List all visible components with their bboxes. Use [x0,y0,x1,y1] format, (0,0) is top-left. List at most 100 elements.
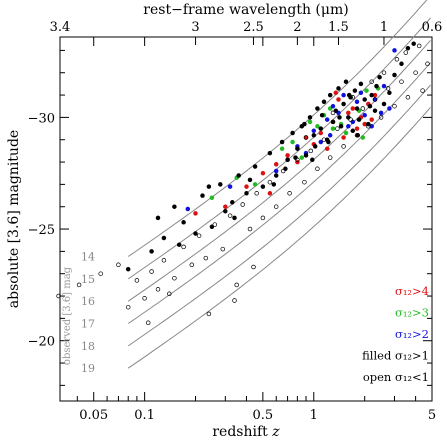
point-s4-29 [308,148,314,154]
point-s4-9 [161,258,167,263]
point-s4-16 [220,246,226,252]
point-s4-41 [385,86,391,91]
point-s3-62 [271,182,277,187]
point-s4-19 [240,202,245,207]
point-s2-7 [346,124,351,129]
data-points [56,41,430,326]
y-tick-label-0: −30 [28,111,55,126]
point-s3-34 [341,101,346,107]
top-tick-label-3: 2 [293,20,301,35]
point-s3-57 [337,115,342,120]
point-s2-23 [378,110,384,116]
point-s4-30 [315,166,320,172]
point-s4-37 [360,106,366,111]
top-tick-label-1: 3 [191,20,199,35]
point-s2-8 [354,99,360,105]
point-s3-25 [315,106,320,111]
point-s3-66 [310,157,315,163]
point-s3-13 [252,164,258,169]
point-s3-71 [247,177,253,183]
point-s4-54 [330,110,336,116]
point-s1-15 [360,135,366,140]
point-s2-15 [369,124,374,129]
point-s4-10 [172,275,177,281]
y-tick-label-1: −25 [28,223,55,238]
point-s3-50 [392,72,397,78]
point-s0-23 [267,191,273,196]
point-s0-20 [350,106,356,111]
point-s0-14 [354,126,360,131]
point-s3-17 [279,139,285,145]
point-s3-15 [267,150,273,156]
point-s4-1 [76,282,82,288]
plot-border [59,36,433,402]
point-s0-22 [333,90,339,96]
point-s4-25 [280,168,286,174]
point-s2-9 [362,112,367,118]
point-s4-21 [254,191,259,196]
point-s1-1 [252,182,258,187]
track-line-16 [127,40,431,302]
point-s4-36 [354,133,360,138]
legend-entry-0: σ₁₂>4 [395,284,429,298]
point-s4-60 [251,264,256,270]
point-s4-48 [369,79,374,84]
point-s3-45 [369,92,374,98]
point-s3-54 [312,144,318,149]
point-s4-27 [295,157,300,163]
x-tick-label-3: 1 [310,408,318,423]
point-s4-49 [381,70,387,75]
point-s3-60 [367,103,373,109]
point-s3-9 [223,208,228,214]
point-s1-9 [364,88,369,93]
point-s3-1 [149,249,154,254]
point-s1-0 [209,195,215,201]
x-tick-label-1: 0.1 [134,408,155,423]
point-s3-12 [244,191,249,196]
point-s2-22 [327,133,333,138]
point-s3-26 [318,126,324,131]
point-s3-16 [273,173,279,178]
track-label-17: 17 [81,318,95,331]
x-tick-label-2: 0.5 [253,408,274,423]
point-s2-5 [324,117,330,122]
point-s3-0 [125,266,131,272]
y-axis-title: absolute [3.6] magnitude [6,130,22,308]
point-s4-4 [125,304,131,310]
track-line-15 [127,17,431,280]
point-s4-59 [232,298,237,303]
point-s3-56 [326,139,331,145]
point-s3-49 [387,90,392,96]
point-s3-18 [285,157,290,163]
point-s3-61 [374,83,379,89]
point-s3-27 [321,99,327,105]
point-s2-1 [227,184,233,189]
x-tick-label-4: 5 [428,408,436,423]
point-s3-2 [161,235,167,241]
observed-magnitude-tracks: 14 15 16 17 18 19 [81,0,431,375]
legend-entry-2: σ₁₂>2 [395,327,429,341]
point-s3-5 [193,231,198,236]
point-s0-2 [260,170,266,176]
point-s4-13 [196,233,202,238]
point-s1-13 [307,119,313,125]
point-s1-4 [315,124,320,129]
point-s0-3 [285,153,290,158]
point-s4-11 [181,244,186,250]
point-s1-11 [290,139,295,145]
point-s4-5 [134,278,140,283]
point-s4-57 [145,320,151,326]
point-s4-7 [149,269,154,274]
y-tick-label-2: −20 [28,335,55,350]
point-s1-3 [299,155,305,160]
point-s3-67 [155,215,161,221]
point-s3-65 [302,121,307,127]
point-s2-12 [392,48,397,53]
point-s3-41 [356,117,362,122]
point-s3-33 [338,124,344,129]
point-s3-63 [283,166,288,172]
track-label-18: 18 [81,340,95,353]
point-s0-16 [324,146,330,151]
top-tick-label-5: 1 [380,20,388,35]
